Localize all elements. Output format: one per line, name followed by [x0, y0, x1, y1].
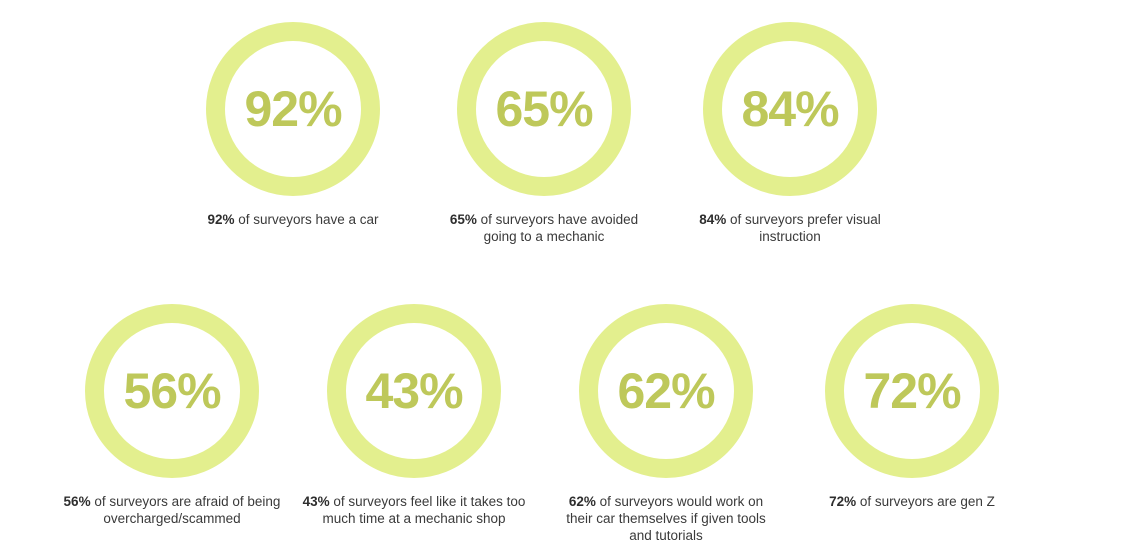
stat-caption-text-5: of surveyors would work on their car the… — [566, 494, 766, 543]
stat-caption-text-4: of surveyors feel like it takes too much… — [322, 494, 526, 526]
stat-caption-4: 43% of surveyors feel like it takes too … — [297, 493, 531, 527]
donut-stat-6: 72% — [825, 304, 999, 478]
donut-chart-6 — [825, 304, 999, 478]
donut-chart-0 — [206, 22, 380, 196]
stat-caption-bold-6: 72% — [829, 494, 857, 509]
stat-caption-0: 92% of surveyors have a car — [183, 211, 403, 228]
stat-caption-2: 84% of surveyors prefer visual instructi… — [680, 211, 900, 245]
donut-chart-5 — [579, 304, 753, 478]
donut-stat-2: 84% — [703, 22, 877, 196]
donut-stat-4: 43% — [327, 304, 501, 478]
stat-caption-bold-0: 92% — [207, 212, 235, 227]
donut-percent-label-6: 72% — [863, 363, 961, 419]
donut-stat-1: 65% — [457, 22, 631, 196]
donut-remainder-5 — [579, 304, 753, 478]
stat-caption-bold-5: 62% — [568, 494, 596, 509]
donut-remainder-3 — [85, 304, 259, 478]
donut-percent-label-3: 56% — [123, 363, 221, 419]
donut-stat-5: 62% — [579, 304, 753, 478]
donut-chart-1 — [457, 22, 631, 196]
stat-caption-text-3: of surveyors are afraid of being overcha… — [90, 494, 281, 526]
donut-remainder-6 — [825, 304, 999, 478]
stat-caption-text-0: of surveyors have a car — [234, 212, 379, 227]
stat-caption-3: 56% of surveyors are afraid of being ove… — [62, 493, 282, 527]
donut-stat-0: 92% — [206, 22, 380, 196]
stat-caption-5: 62% of surveyors would work on their car… — [556, 493, 776, 544]
stat-caption-text-2: of surveyors prefer visual instruction — [726, 212, 881, 244]
stat-caption-text-1: of surveyors have avoided going to a mec… — [476, 212, 639, 244]
stat-caption-bold-3: 56% — [63, 494, 91, 509]
donut-chart-4 — [327, 304, 501, 478]
donut-percent-label-0: 92% — [244, 81, 342, 137]
stat-caption-bold-4: 43% — [302, 494, 330, 509]
donut-percent-label-4: 43% — [365, 363, 463, 419]
stat-caption-text-6: of surveyors are gen Z — [856, 494, 995, 509]
donut-percent-label-1: 65% — [495, 81, 593, 137]
donut-remainder-0 — [206, 22, 380, 196]
donut-percent-label-5: 62% — [617, 363, 715, 419]
donut-remainder-2 — [703, 22, 877, 196]
donut-remainder-1 — [457, 22, 631, 196]
donut-chart-3 — [85, 304, 259, 478]
donut-remainder-4 — [327, 304, 501, 478]
stat-caption-6: 72% of surveyors are gen Z — [802, 493, 1022, 510]
stat-caption-bold-2: 84% — [699, 212, 727, 227]
stat-caption-bold-1: 65% — [449, 212, 477, 227]
donut-stat-3: 56% — [85, 304, 259, 478]
stat-caption-1: 65% of surveyors have avoided going to a… — [434, 211, 654, 245]
donut-percent-label-2: 84% — [741, 81, 839, 137]
donut-chart-2 — [703, 22, 877, 196]
